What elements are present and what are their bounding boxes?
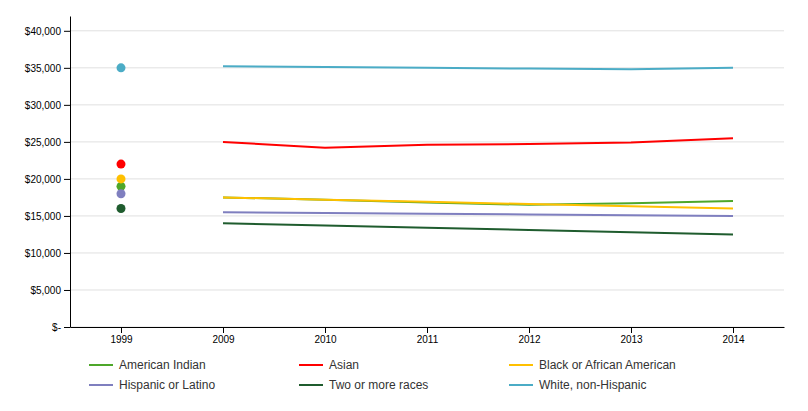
y-tick: $30,000	[25, 100, 70, 111]
x-tick-label: 2014	[722, 334, 745, 345]
x-tick-mark	[733, 327, 734, 333]
x-tick-label: 2010	[314, 334, 337, 345]
x-tick: 2012	[518, 327, 541, 345]
series-dot	[117, 63, 126, 72]
grid	[70, 31, 784, 327]
legend-item: Hispanic or Latino	[89, 378, 215, 392]
series-dot	[117, 160, 126, 169]
series-line	[223, 138, 733, 148]
series-dot	[117, 174, 126, 183]
legend-item: White, non-Hispanic	[509, 378, 646, 392]
legend-item: American Indian	[89, 358, 206, 372]
series-line	[223, 212, 733, 216]
y-axis: $- $5,000 $10,000 $15,000 $20,000 $25,000 $30,…	[25, 17, 71, 333]
legend-item: Asian	[299, 358, 359, 372]
y-tick: $35,000	[25, 63, 70, 74]
y-tick-label: $15,000	[25, 211, 62, 222]
y-tick-mark	[64, 31, 70, 32]
x-tick: 2014	[722, 327, 745, 345]
legend-swatch	[299, 384, 323, 386]
legend-swatch	[509, 364, 533, 366]
legend-label: American Indian	[119, 358, 206, 372]
y-tick: $10,000	[25, 248, 70, 259]
legend-label: White, non-Hispanic	[539, 378, 646, 392]
x-tick-label: 1999	[110, 334, 133, 345]
grid-line	[70, 289, 784, 290]
x-tick-label: 2013	[620, 334, 643, 345]
y-tick-label: $30,000	[25, 100, 62, 111]
x-tick-mark	[529, 327, 530, 333]
series-dot	[117, 204, 126, 213]
y-axis-line	[70, 17, 71, 328]
y-tick-label: $20,000	[25, 174, 62, 185]
y-tick-label: $25,000	[25, 137, 62, 148]
grid-line	[70, 104, 784, 105]
y-tick-mark	[64, 216, 70, 217]
y-tick: $-	[52, 322, 70, 333]
series-line	[223, 66, 733, 69]
legend-label: Black or African American	[539, 358, 676, 372]
y-tick: $20,000	[25, 174, 70, 185]
x-tick-mark	[427, 327, 428, 333]
legend-label: Two or more races	[329, 378, 428, 392]
legend: American Indian Asian Black or African Ame…	[89, 358, 676, 392]
legend-item: Two or more races	[299, 378, 428, 392]
legend-item: Black or African American	[509, 358, 676, 372]
y-tick-mark	[64, 327, 70, 328]
x-tick-mark	[121, 327, 122, 333]
x-tick-label: 2009	[212, 334, 235, 345]
x-tick: 2010	[314, 327, 337, 345]
series-line	[223, 197, 733, 208]
y-tick-label: $10,000	[25, 248, 62, 259]
legend-swatch	[89, 364, 113, 366]
y-tick-mark	[64, 105, 70, 106]
x-tick: 2011	[417, 327, 439, 345]
y-tick: $15,000	[25, 211, 70, 222]
y-tick-mark	[64, 179, 70, 180]
x-axis: 1999 2009 2010 2011 2012 2013 2014	[71, 327, 785, 345]
y-tick: $40,000	[25, 26, 70, 37]
grid-line	[70, 178, 784, 179]
y-tick-mark	[64, 68, 70, 69]
legend-swatch	[89, 384, 113, 386]
y-tick-label: $5,000	[30, 285, 61, 296]
marks	[117, 63, 734, 234]
series-dot	[117, 189, 126, 198]
x-tick: 2009	[212, 327, 235, 345]
y-tick: $5,000	[30, 285, 70, 296]
plot: $- $5,000 $10,000 $15,000 $20,000 $25,000 $30,…	[25, 17, 785, 346]
legend-swatch	[299, 364, 323, 366]
x-tick-label: 2011	[417, 334, 439, 345]
legend-label: Hispanic or Latino	[119, 378, 215, 392]
grid-line	[70, 30, 784, 31]
y-tick-mark	[64, 253, 70, 254]
grid-line	[70, 67, 784, 68]
y-tick-label: $40,000	[25, 26, 62, 37]
y-tick: $25,000	[25, 137, 70, 148]
grid-line	[70, 252, 784, 253]
y-tick-label: $-	[52, 322, 61, 333]
x-tick: 1999	[110, 327, 133, 345]
y-tick-mark	[64, 142, 70, 143]
x-tick-mark	[325, 327, 326, 333]
x-tick-mark	[631, 327, 632, 333]
legend-label: Asian	[329, 358, 359, 372]
x-tick-mark	[223, 327, 224, 333]
series-line	[223, 223, 733, 234]
legend-swatch	[509, 384, 533, 386]
x-tick: 2013	[620, 327, 643, 345]
y-tick-label: $35,000	[25, 63, 62, 74]
x-tick-label: 2012	[518, 334, 541, 345]
chart: $- $5,000 $10,000 $15,000 $20,000 $25,000 $30,…	[0, 0, 808, 411]
y-tick-mark	[64, 290, 70, 291]
